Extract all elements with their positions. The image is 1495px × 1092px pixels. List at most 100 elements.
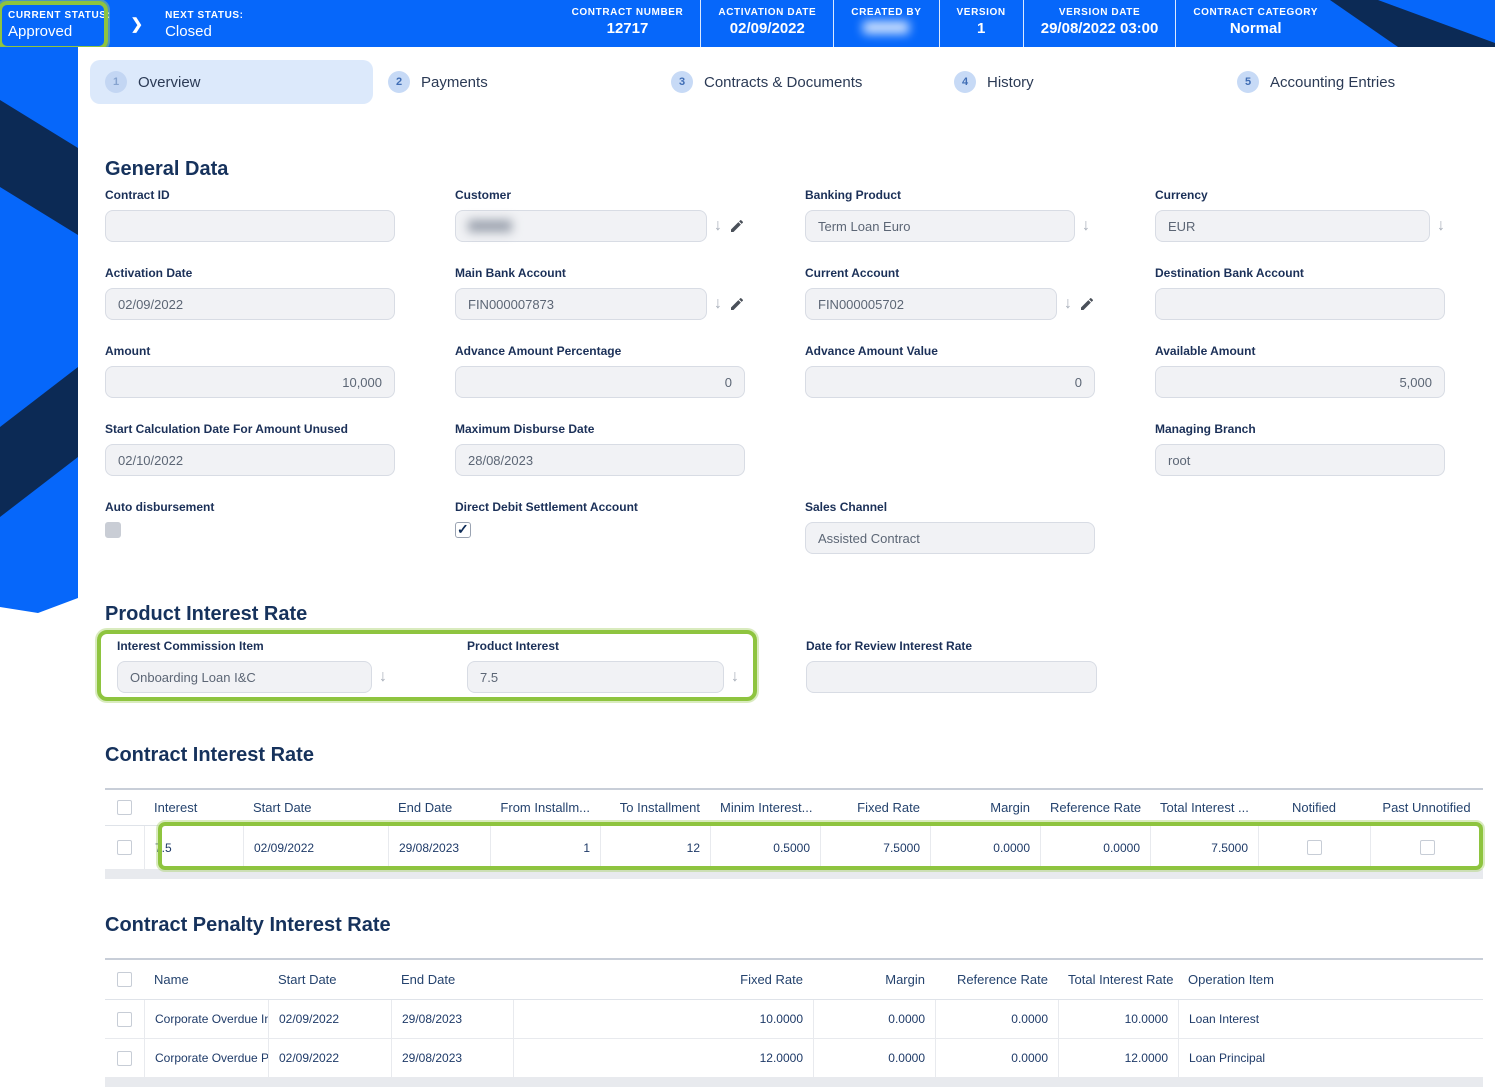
sales-channel-input[interactable]: Assisted Contract — [805, 522, 1095, 554]
main-bank-account-dropdown-arrow-icon[interactable]: ↓ — [714, 295, 722, 312]
current-account-edit-pencil-icon[interactable] — [1079, 296, 1095, 312]
destination-bank-account-input[interactable] — [1155, 288, 1445, 320]
interest-commission-item-dropdown-arrow-icon[interactable]: ↓ — [379, 668, 387, 685]
column-header-total-interest: Total Interest ... — [1160, 800, 1249, 815]
select-all-checkbox[interactable] — [117, 972, 132, 987]
column-header-reference-rate: Reference Rate — [956, 972, 1048, 987]
maximum-disburse-date-input[interactable]: 28/08/2023 — [455, 444, 745, 476]
advance-amount-percentage-input[interactable]: 0 — [455, 366, 745, 398]
status-header: CURRENT STATUS: Approved ❯ NEXT STATUS: … — [0, 0, 1495, 47]
destination-bank-account-label: Destination Bank Account — [1155, 266, 1304, 280]
banking-product-dropdown-arrow-icon[interactable]: ↓ — [1082, 217, 1090, 234]
tab-overview-number: 1 — [105, 71, 127, 93]
interest-commission-item-input[interactable]: Onboarding Loan I&C — [117, 661, 372, 693]
column-header-start-date: Start Date — [278, 972, 337, 987]
cell-end-date: 29/08/2023 — [388, 826, 490, 869]
main-bank-account-input[interactable]: FIN000007873 — [455, 288, 707, 320]
row-select-checkbox[interactable] — [117, 840, 132, 855]
cell-total-interest: 7.5000 — [1150, 826, 1258, 869]
date-for-review-input[interactable] — [806, 661, 1097, 693]
chevron-right-icon: ❯ — [130, 15, 144, 33]
tab-history-number: 4 — [954, 71, 976, 93]
past-unnotified-checkbox[interactable] — [1419, 840, 1435, 855]
column-header-notified: Notified — [1291, 800, 1337, 815]
column-header-fixed-rate: Fixed Rate — [740, 972, 803, 987]
next-status-value: Closed — [165, 22, 212, 40]
customer-input[interactable] — [455, 210, 707, 242]
field-interest-commission-item: Interest Commission Item Onboarding Loan… — [117, 639, 387, 693]
horizontal-scrollbar[interactable] — [105, 870, 1483, 879]
field-current-account: Current Account FIN000005702 ↓ — [805, 266, 1095, 320]
banking-product-input[interactable]: Term Loan Euro — [805, 210, 1075, 242]
start-calculation-date-input[interactable]: 02/10/2022 — [105, 444, 395, 476]
field-sales-channel: Sales Channel Assisted Contract — [805, 500, 1095, 554]
table-row[interactable]: Corporate Overdue Principal 02/09/2022 2… — [105, 1039, 1483, 1078]
field-customer: Customer ↓ — [455, 188, 745, 242]
product-interest-dropdown-arrow-icon[interactable]: ↓ — [731, 668, 739, 685]
stripe-diagonal-band-bottom — [0, 367, 78, 517]
cell-margin: 0.0000 — [813, 1000, 935, 1038]
currency-input[interactable]: EUR — [1155, 210, 1430, 242]
product-interest-rate-title: Product Interest Rate — [105, 603, 308, 625]
column-header-to-installment: To Installment — [619, 800, 700, 815]
horizontal-scrollbar[interactable] — [105, 1078, 1483, 1087]
activation-date-input[interactable]: 02/09/2022 — [105, 288, 395, 320]
main-bank-account-edit-pencil-icon[interactable] — [729, 296, 745, 312]
currency-dropdown-arrow-icon[interactable]: ↓ — [1437, 217, 1445, 234]
brand-side-stripe — [0, 0, 78, 613]
amount-input[interactable]: 10,000 — [105, 366, 395, 398]
next-status: NEXT STATUS: Closed — [157, 4, 252, 44]
tab-overview-label: Overview — [138, 73, 201, 91]
table-row[interactable]: 7.5 02/09/2022 29/08/2023 1 12 0.5000 7.… — [105, 826, 1483, 870]
redacted-value — [468, 220, 512, 232]
tab-bar: 1 Overview 2 Payments 3 Contracts & Docu… — [90, 60, 1495, 104]
available-amount-input[interactable]: 5,000 — [1155, 366, 1445, 398]
field-managing-branch: Managing Branch root — [1155, 422, 1445, 476]
tab-history-label: History — [987, 73, 1034, 91]
tab-contracts-documents[interactable]: 3 Contracts & Documents — [656, 60, 939, 104]
contract-id-input[interactable] — [105, 210, 395, 242]
maximum-disburse-date-label: Maximum Disburse Date — [455, 422, 595, 436]
tab-accounting-entries[interactable]: 5 Accounting Entries — [1222, 60, 1495, 104]
field-direct-debit-settlement-account: Direct Debit Settlement Account — [455, 500, 745, 554]
contract-interest-rate-title: Contract Interest Rate — [105, 744, 314, 766]
current-account-label: Current Account — [805, 266, 900, 280]
product-interest-input[interactable]: 7.5 — [467, 661, 724, 693]
tab-history[interactable]: 4 History — [939, 60, 1222, 104]
interest-commission-item-label: Interest Commission Item — [117, 639, 264, 653]
current-account-dropdown-arrow-icon[interactable]: ↓ — [1064, 295, 1072, 312]
column-header-fixed-rate: Fixed Rate — [857, 800, 920, 815]
column-header-interest: Interest — [154, 800, 198, 815]
advance-amount-value-input[interactable]: 0 — [805, 366, 1095, 398]
available-amount-label: Available Amount — [1155, 344, 1256, 358]
current-account-input[interactable]: FIN000005702 — [805, 288, 1057, 320]
select-all-checkbox[interactable] — [117, 800, 132, 815]
row-select-checkbox[interactable] — [117, 1011, 132, 1027]
tab-payments-number: 2 — [388, 71, 410, 93]
table-row[interactable]: Corporate Overdue Interest 02/09/2022 29… — [105, 1000, 1483, 1039]
auto-disbursement-checkbox[interactable] — [105, 522, 121, 538]
field-amount: Amount 10,000 — [105, 344, 395, 398]
direct-debit-checkbox[interactable] — [455, 521, 471, 538]
customer-dropdown-arrow-icon[interactable]: ↓ — [714, 217, 722, 234]
cell-start-date: 02/09/2022 — [268, 1000, 391, 1038]
cell-start-date: 02/09/2022 — [268, 1039, 391, 1077]
auto-disbursement-label: Auto disbursement — [105, 500, 215, 514]
table-header-row: Interest Start Date End Date From Instal… — [105, 790, 1483, 826]
tab-payments[interactable]: 2 Payments — [373, 60, 656, 104]
cell-fixed-rate: 7.5000 — [820, 826, 930, 869]
field-contract-id: Contract ID — [105, 188, 395, 242]
row-select-checkbox[interactable] — [117, 1050, 132, 1066]
field-product-interest: Product Interest 7.5 ↓ — [467, 639, 739, 693]
column-header-end-date: End Date — [401, 972, 456, 987]
field-banking-product: Banking Product Term Loan Euro ↓ — [805, 188, 1095, 242]
customer-edit-pencil-icon[interactable] — [729, 218, 745, 234]
current-status: CURRENT STATUS: Approved — [0, 0, 119, 47]
table-header-row: Name Start Date End Date Fixed Rate Marg… — [105, 960, 1483, 1000]
info-contract-category: CONTRACT CATEGORY Normal — [1175, 0, 1335, 47]
tab-overview[interactable]: 1 Overview — [90, 60, 373, 104]
notified-checkbox[interactable] — [1307, 840, 1322, 855]
cell-margin: 0.0000 — [813, 1039, 935, 1077]
cell-total-interest-rate: 10.0000 — [1058, 1000, 1178, 1038]
managing-branch-input[interactable]: root — [1155, 444, 1445, 476]
